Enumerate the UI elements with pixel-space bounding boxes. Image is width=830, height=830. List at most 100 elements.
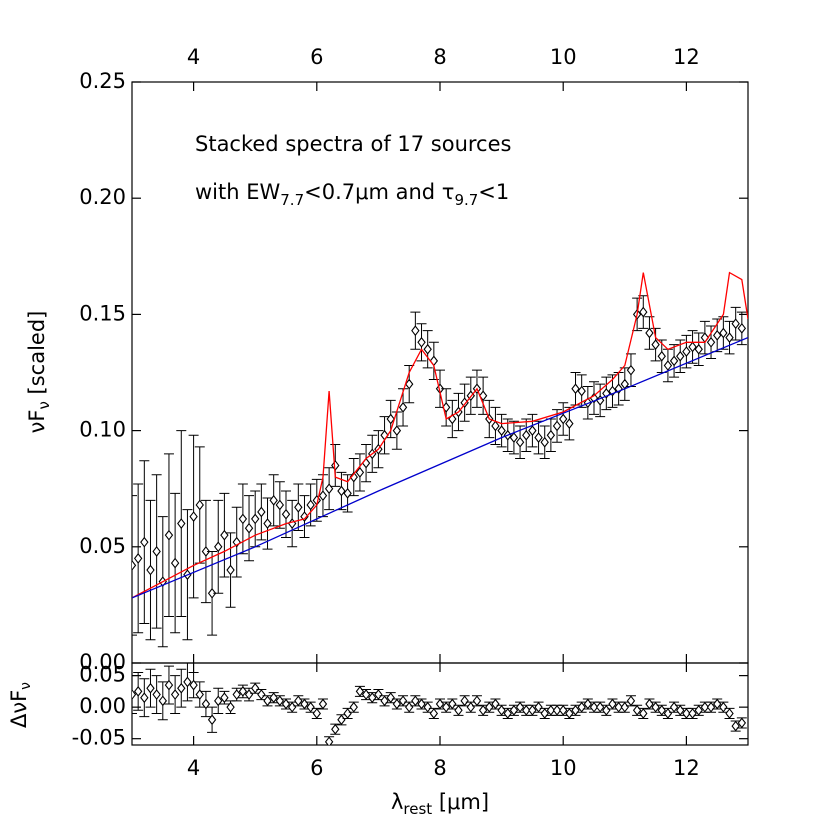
data-point bbox=[441, 701, 451, 713]
data-point bbox=[522, 429, 531, 441]
data-point bbox=[528, 425, 537, 436]
data-point bbox=[682, 346, 691, 357]
data-point bbox=[626, 364, 636, 376]
data-point bbox=[170, 689, 180, 700]
data-point bbox=[220, 692, 229, 704]
data-point bbox=[694, 704, 703, 716]
data-point bbox=[682, 708, 691, 719]
y-tick-label: 0.05 bbox=[79, 663, 126, 687]
y-tick-label: 0.00 bbox=[79, 650, 126, 674]
data-point bbox=[626, 695, 636, 707]
data-point bbox=[133, 553, 143, 564]
data-point bbox=[534, 432, 543, 443]
data-point bbox=[343, 708, 352, 719]
annotation: Stacked spectra of 17 sources bbox=[195, 132, 511, 156]
data-point bbox=[472, 695, 482, 707]
data-point bbox=[522, 704, 531, 716]
data-point bbox=[478, 704, 488, 716]
data-point bbox=[232, 689, 241, 700]
data-point bbox=[737, 322, 747, 334]
data-point bbox=[164, 679, 174, 691]
y-tick-label: 0.15 bbox=[79, 301, 126, 325]
data-point bbox=[485, 701, 494, 713]
data-point bbox=[318, 698, 328, 710]
data-point bbox=[349, 701, 358, 713]
data-point bbox=[731, 720, 740, 732]
data-point bbox=[669, 355, 679, 367]
data-point bbox=[725, 332, 734, 344]
data-point bbox=[207, 714, 217, 726]
data-point bbox=[534, 701, 543, 713]
data-point bbox=[571, 704, 580, 716]
data-point bbox=[645, 327, 654, 339]
data-point bbox=[725, 708, 734, 719]
data-point bbox=[244, 522, 254, 534]
plot-area bbox=[132, 663, 747, 745]
data-point bbox=[552, 704, 562, 716]
y-axis-label: νFν [scaled] bbox=[25, 311, 53, 434]
data-point bbox=[374, 689, 383, 700]
data-point bbox=[509, 704, 519, 716]
data-point bbox=[546, 704, 556, 716]
x-tick-label: 8 bbox=[433, 45, 446, 69]
data-point bbox=[503, 708, 512, 719]
data-point bbox=[324, 483, 334, 495]
data-point bbox=[398, 401, 408, 413]
data-point bbox=[312, 708, 321, 719]
data-point bbox=[417, 336, 426, 348]
data-point bbox=[275, 499, 285, 511]
data-point bbox=[294, 501, 303, 513]
data-point bbox=[688, 341, 697, 353]
x-tick-label: 10 bbox=[550, 756, 577, 780]
data-point bbox=[189, 679, 198, 691]
data-point bbox=[257, 506, 266, 518]
data-point bbox=[497, 425, 506, 436]
data-point bbox=[257, 689, 266, 700]
data-point bbox=[540, 708, 549, 719]
data-point bbox=[331, 723, 340, 735]
data-point bbox=[676, 350, 685, 362]
data-point bbox=[195, 499, 204, 511]
error-bar bbox=[132, 675, 137, 714]
data-point bbox=[719, 701, 728, 713]
data-point bbox=[214, 695, 223, 707]
data-point bbox=[731, 318, 740, 330]
data-point bbox=[201, 546, 211, 557]
data-point bbox=[719, 327, 728, 339]
data-point bbox=[565, 418, 574, 430]
y-tick-label: 0.20 bbox=[79, 185, 126, 209]
data-point bbox=[140, 536, 149, 548]
x-axis-label: λrest [μm] bbox=[391, 790, 489, 818]
data-point bbox=[454, 704, 463, 716]
data-point bbox=[639, 306, 648, 318]
data-point bbox=[183, 676, 192, 688]
model-line bbox=[132, 336, 748, 599]
data-point bbox=[195, 689, 204, 700]
x-tick-label: 4 bbox=[187, 756, 200, 780]
model-line bbox=[132, 271, 748, 599]
data-point bbox=[577, 701, 586, 713]
data-point bbox=[177, 518, 186, 529]
data-point bbox=[226, 701, 235, 713]
residual-y-axis-label: ΔνFν bbox=[7, 682, 34, 728]
plot-area bbox=[132, 271, 748, 648]
data-point bbox=[398, 695, 408, 707]
data-point bbox=[158, 695, 167, 707]
data-point bbox=[528, 704, 537, 716]
data-point bbox=[201, 698, 211, 710]
data-point bbox=[170, 557, 180, 569]
y-tick-label: 0.05 bbox=[79, 534, 126, 558]
data-point bbox=[306, 499, 315, 511]
data-point bbox=[651, 339, 660, 351]
data-point bbox=[361, 457, 371, 469]
data-point bbox=[152, 689, 161, 700]
data-point bbox=[460, 695, 469, 707]
data-point bbox=[565, 708, 574, 719]
data-point bbox=[706, 336, 716, 348]
data-point bbox=[577, 385, 586, 397]
data-point bbox=[386, 413, 395, 425]
data-point bbox=[448, 698, 457, 710]
data-point bbox=[281, 508, 291, 520]
data-point bbox=[688, 708, 697, 719]
data-point bbox=[146, 682, 155, 694]
